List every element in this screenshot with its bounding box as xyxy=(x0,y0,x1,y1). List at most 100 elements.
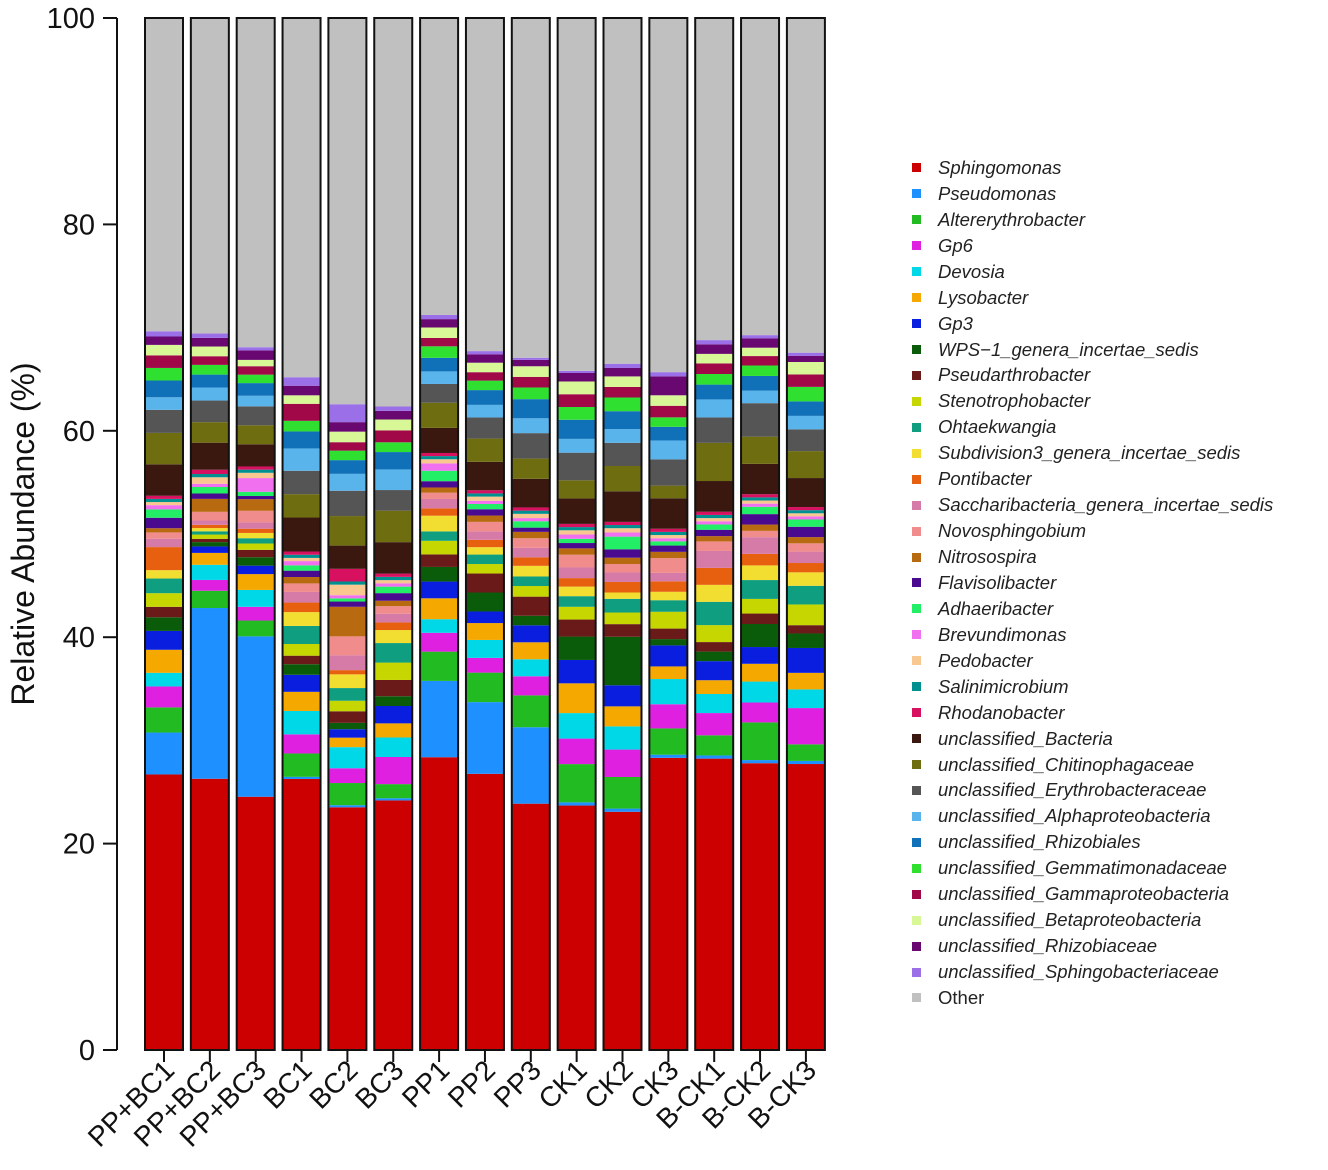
bar-segment xyxy=(741,647,780,664)
bar-segment xyxy=(328,431,367,443)
bar-segment xyxy=(420,481,459,488)
bar-segment xyxy=(741,335,780,339)
bar-segment xyxy=(282,377,321,386)
bar-segment xyxy=(511,565,550,577)
bar-segment xyxy=(695,680,734,694)
legend-swatch xyxy=(912,267,921,277)
bar-segment xyxy=(328,729,367,738)
bar-segment xyxy=(145,517,183,529)
bar-segment xyxy=(741,598,780,614)
bar-segment xyxy=(282,18,321,378)
legend-swatch xyxy=(912,241,921,251)
bar-segment xyxy=(282,403,321,421)
legend-label: Lysobacter xyxy=(938,286,1029,308)
bar-segment xyxy=(465,500,504,504)
legend-item: Gp3 xyxy=(912,311,1322,337)
bar-segment xyxy=(145,464,183,496)
bar-segment xyxy=(786,516,825,520)
bar-segment xyxy=(145,495,183,499)
bar-segment xyxy=(420,402,459,428)
bar-segment xyxy=(374,586,413,594)
bar-segment xyxy=(786,362,825,375)
bar-segment xyxy=(741,494,780,498)
legend-label: unclassified_Betaproteobacteria xyxy=(938,909,1202,931)
bar-segment xyxy=(190,364,229,375)
legend-label: Pontibacter xyxy=(938,468,1032,490)
bar-segment xyxy=(465,554,504,565)
bar-segment xyxy=(741,503,780,507)
legend-label: unclassified_Erythrobacteraceae xyxy=(938,779,1207,801)
bar-segment xyxy=(420,314,459,320)
bar-segment xyxy=(557,586,596,597)
bar-segment xyxy=(465,639,504,658)
bar-segment xyxy=(374,757,413,785)
legend-label: Salinimicrobium xyxy=(938,675,1069,697)
bar-segment xyxy=(786,563,825,573)
bar-stack xyxy=(602,17,643,1051)
bar-segment xyxy=(282,561,321,566)
legend-item: unclassified_Rhizobiaceae xyxy=(912,933,1322,959)
legend-label: unclassified_Alphaproteobacteria xyxy=(938,805,1211,827)
bar-segment xyxy=(465,657,504,673)
bar-segment xyxy=(420,346,459,358)
bar-segment xyxy=(649,611,688,629)
bar-segment xyxy=(649,757,688,1050)
bar-segment xyxy=(374,798,413,801)
bar-segment xyxy=(282,625,321,645)
bar-segment xyxy=(649,485,688,499)
bar-segment xyxy=(145,409,183,433)
bar-segment xyxy=(557,606,596,620)
bar-segment xyxy=(649,541,688,546)
bar-segment xyxy=(603,706,642,727)
bar-segment xyxy=(190,333,229,338)
bar-segment xyxy=(695,713,734,736)
bar-segment xyxy=(145,355,183,368)
bar-segment xyxy=(282,612,321,626)
bar-segment xyxy=(603,581,642,593)
bar-segment xyxy=(465,404,504,418)
x-tick-label: PP2 xyxy=(442,1054,501,1113)
bar-segment xyxy=(190,474,229,478)
legend-label: unclassified_Chitinophagaceae xyxy=(938,753,1195,775)
bar-segment xyxy=(282,644,321,656)
bar-segment xyxy=(649,666,688,680)
bar-segment xyxy=(282,602,321,613)
bar-segment xyxy=(465,547,504,555)
legend-label: unclassified_Sphingobacteriaceae xyxy=(938,961,1219,983)
bar-segment xyxy=(236,589,275,607)
bar-segment xyxy=(282,551,321,555)
bar-segment xyxy=(236,383,275,396)
bar-segment xyxy=(511,547,550,558)
bar-stack xyxy=(694,17,735,1051)
bar-segment xyxy=(511,478,550,508)
bar-segment xyxy=(649,440,688,460)
bar-segment xyxy=(649,528,688,532)
bar-segment xyxy=(603,557,642,565)
bar-segment xyxy=(511,521,550,528)
bar-segment xyxy=(190,477,229,484)
legend-label: Gp3 xyxy=(938,312,973,334)
bar-segment xyxy=(236,444,275,467)
bar-segment xyxy=(649,372,688,377)
bar-stack xyxy=(464,17,505,1051)
bar-segment xyxy=(282,570,321,578)
legend-label: Rhodanobacter xyxy=(938,701,1065,723)
bar-segment xyxy=(282,557,321,562)
bar-segment xyxy=(511,458,550,479)
bar-segment xyxy=(236,425,275,445)
bar-segment xyxy=(145,432,183,465)
bar-segment xyxy=(236,406,275,426)
bar-segment xyxy=(741,375,780,391)
bar-segment xyxy=(557,683,596,714)
bar-segment xyxy=(145,630,183,650)
legend-label: Pseudarthrobacter xyxy=(938,364,1091,386)
bar-segment xyxy=(328,670,367,675)
bar-segment xyxy=(786,744,825,761)
bar-segment xyxy=(145,547,183,571)
bar-segment xyxy=(695,518,734,522)
bar-segment xyxy=(786,510,825,514)
bar-segment xyxy=(420,632,459,652)
bar-segment xyxy=(695,567,734,585)
bar-segment xyxy=(145,498,183,503)
bar-segment xyxy=(557,372,596,382)
